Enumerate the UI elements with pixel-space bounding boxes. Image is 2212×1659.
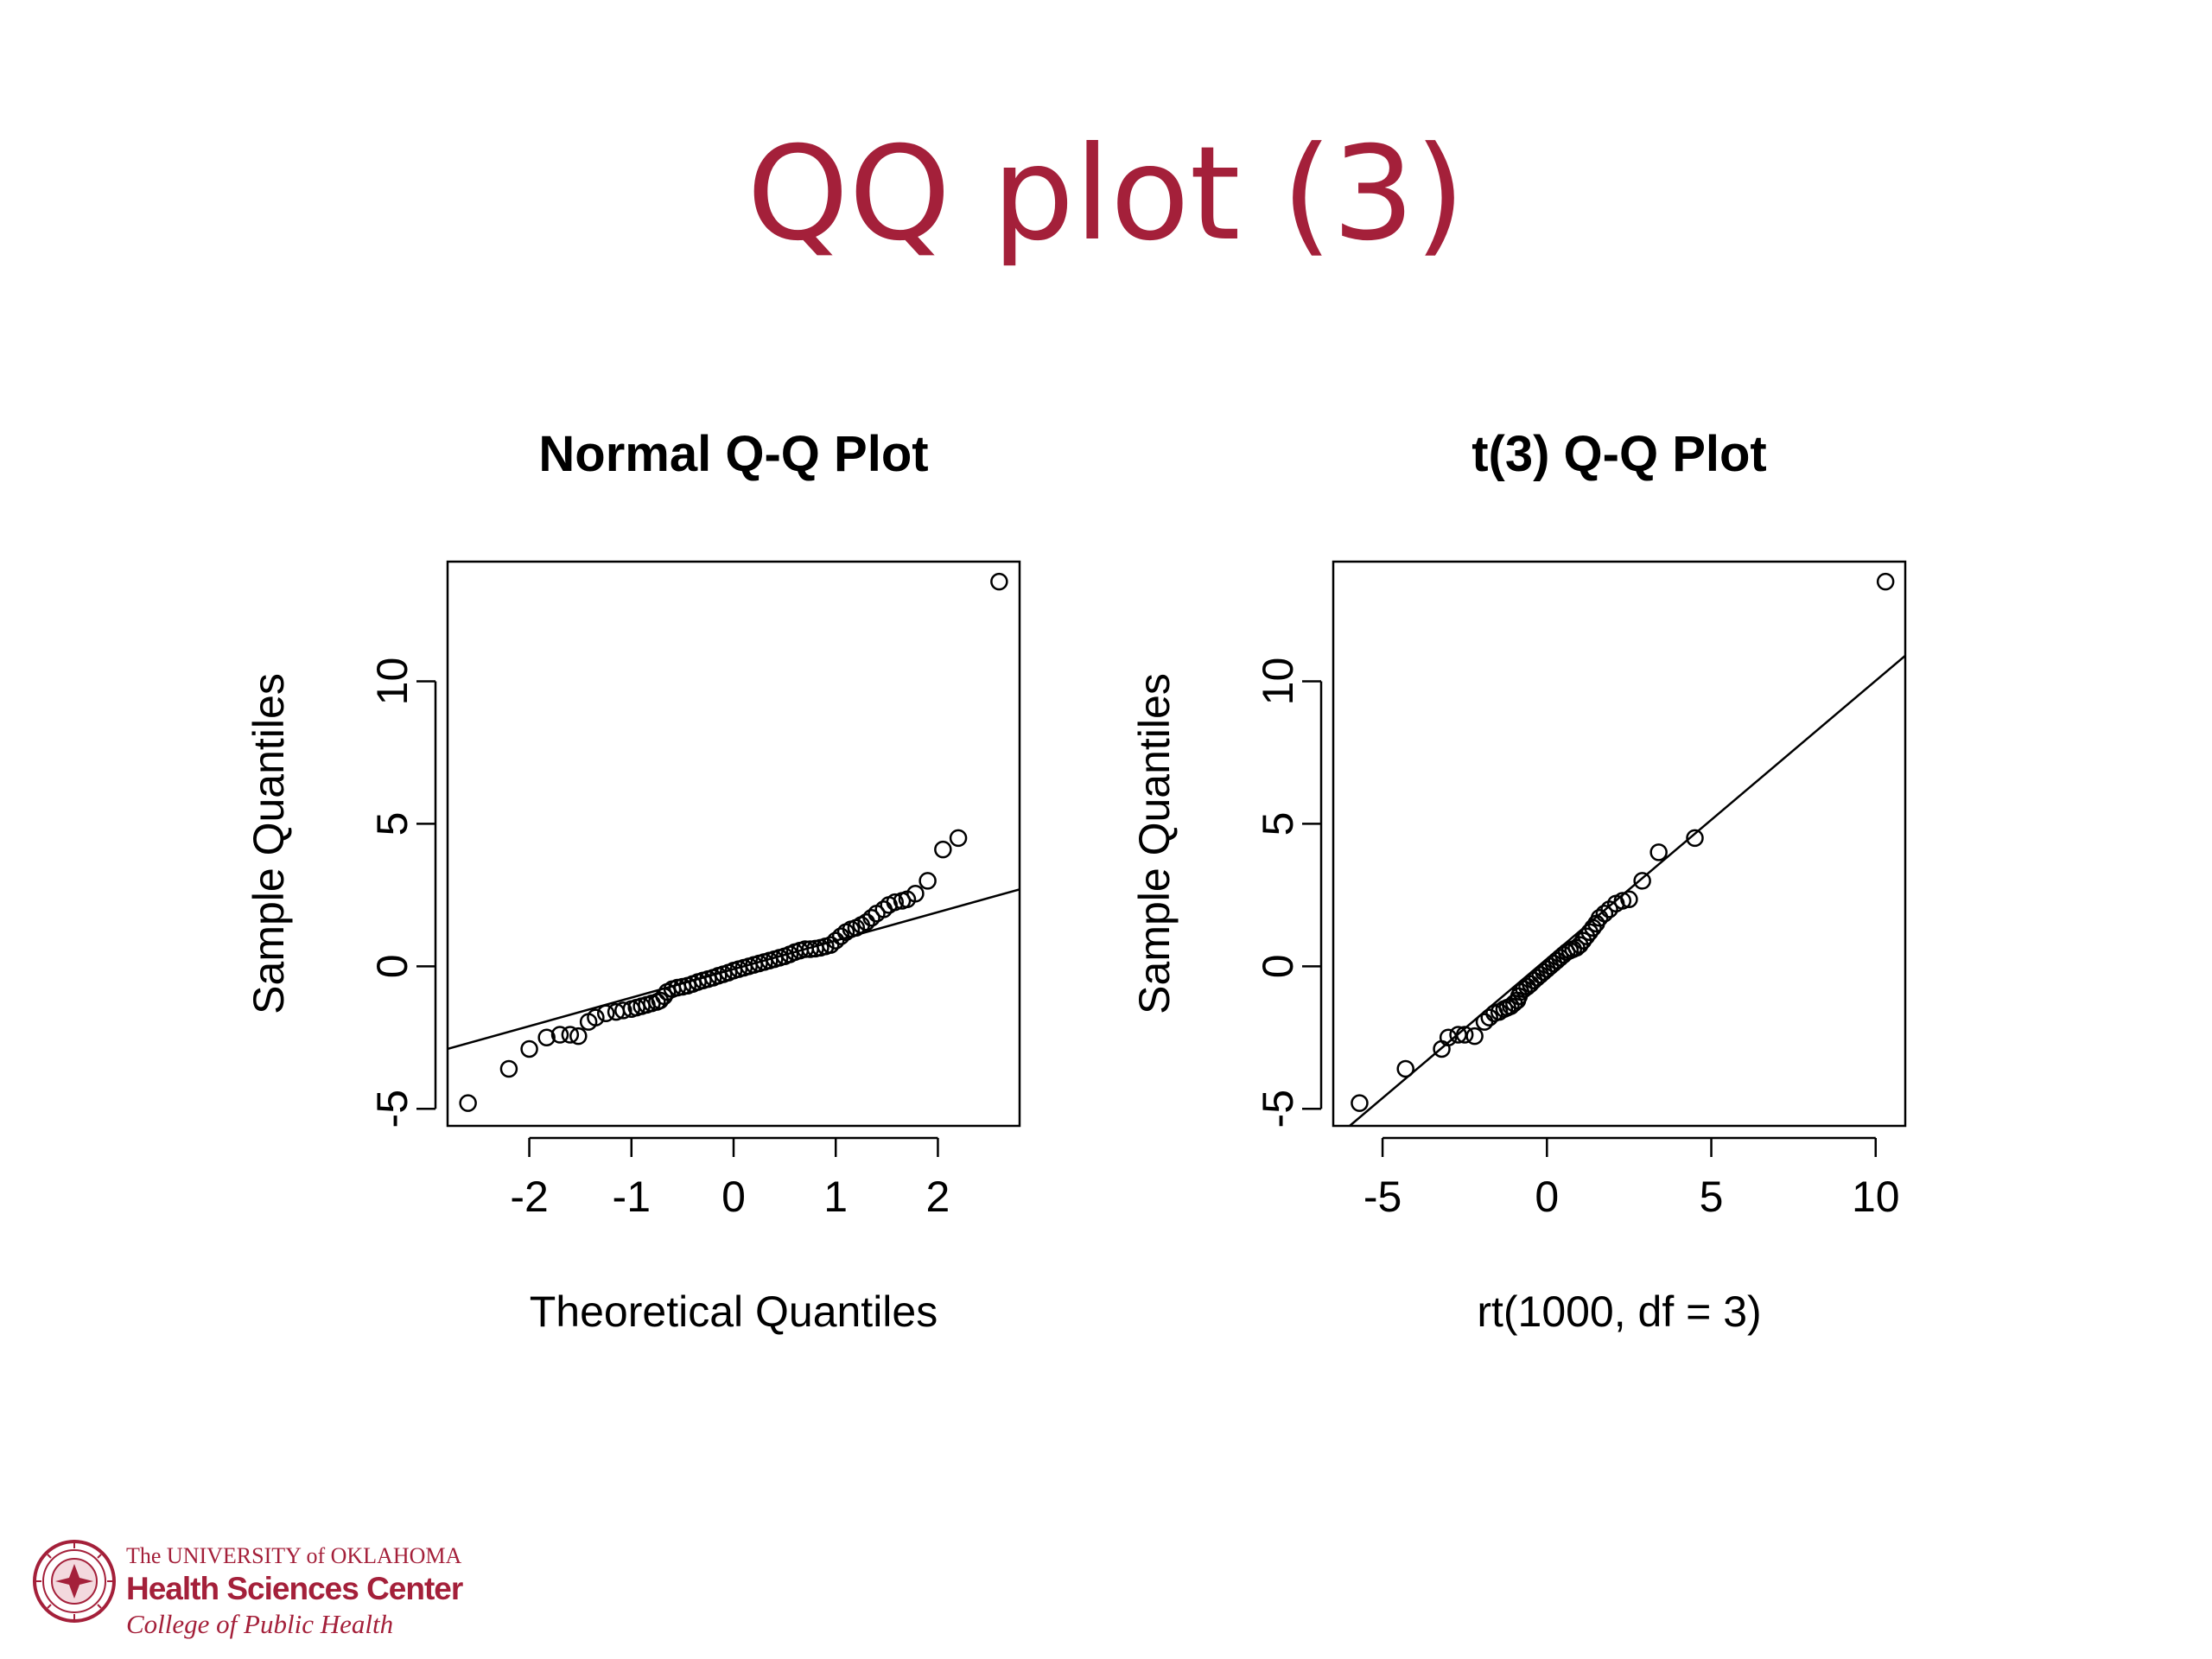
x-tick-label: -5 bbox=[1363, 1173, 1402, 1221]
data-point bbox=[596, 1004, 615, 1022]
logo-hsc-name: Health Sciences Center bbox=[126, 1571, 463, 1606]
normal-qq-plot: Normal Q-Q Plot -2 -1 0 1 2 -5 0 5 10 Theoretical … bbox=[245, 426, 1021, 1336]
data-point bbox=[520, 1039, 538, 1058]
y-tick-label: 10 bbox=[1254, 658, 1302, 706]
data-point bbox=[614, 1001, 632, 1020]
data-point bbox=[949, 829, 968, 848]
data-point bbox=[459, 1094, 477, 1112]
plot-title: t(3) Q-Q Plot bbox=[1471, 426, 1767, 482]
data-point bbox=[906, 884, 925, 903]
data-point bbox=[1876, 572, 1895, 591]
y-tick-label: -5 bbox=[1254, 1090, 1302, 1128]
x-tick-label: 5 bbox=[1700, 1173, 1724, 1221]
data-point bbox=[886, 893, 905, 912]
plot-content bbox=[1349, 572, 1905, 1126]
data-point bbox=[826, 931, 845, 950]
data-point bbox=[537, 1028, 556, 1047]
data-point bbox=[990, 572, 1008, 591]
y-tick-label: 0 bbox=[1254, 954, 1302, 978]
x-tick-label: 2 bbox=[926, 1173, 950, 1221]
university-logo: The UNIVERSITY of OKLAHOMA Health Scienc… bbox=[24, 1529, 482, 1650]
x-tick-label: -1 bbox=[613, 1173, 651, 1221]
y-tick-label: 10 bbox=[368, 658, 416, 706]
y-tick-label: 0 bbox=[368, 954, 416, 978]
x-tick-label: 0 bbox=[1535, 1173, 1559, 1221]
data-point bbox=[1439, 1028, 1458, 1047]
data-point bbox=[1633, 872, 1651, 890]
data-point bbox=[1595, 905, 1614, 923]
data-point bbox=[1620, 890, 1638, 909]
data-point bbox=[1686, 829, 1704, 848]
data-point bbox=[1649, 843, 1668, 861]
reference-line bbox=[448, 888, 1020, 1051]
data-point bbox=[1455, 1026, 1474, 1044]
t3-qq-plot: t(3) Q-Q Plot -5 0 5 10 -5 0 5 10 rt(1000, df = 3… bbox=[1130, 426, 1907, 1336]
y-tick-label: 5 bbox=[368, 812, 416, 836]
x-tick-label: -2 bbox=[510, 1173, 548, 1221]
data-point bbox=[561, 1026, 580, 1044]
data-point bbox=[1613, 892, 1632, 910]
slide-title: QQ plot (3) bbox=[747, 119, 1465, 270]
logo-college-name: College of Public Health bbox=[126, 1609, 394, 1639]
plot-frame bbox=[1332, 560, 1907, 1128]
x-tick-label: 0 bbox=[721, 1173, 746, 1221]
y-axis-label: Sample Quantiles bbox=[1130, 673, 1179, 1014]
x-axis-label: rt(1000, df = 3) bbox=[1477, 1287, 1761, 1336]
university-seal-icon bbox=[33, 1540, 116, 1623]
data-point bbox=[1396, 1059, 1414, 1078]
data-point bbox=[569, 1027, 588, 1046]
data-point bbox=[1480, 1008, 1498, 1027]
data-point bbox=[934, 840, 952, 859]
x-tick-label: 1 bbox=[823, 1173, 848, 1221]
data-point bbox=[499, 1059, 518, 1078]
logo-university-name: The UNIVERSITY of OKLAHOMA bbox=[126, 1543, 462, 1568]
data-point bbox=[1465, 1027, 1484, 1046]
plot-title: Normal Q-Q Plot bbox=[538, 426, 928, 482]
y-axis-label: Sample Quantiles bbox=[245, 673, 293, 1014]
plot-content bbox=[448, 572, 1020, 1112]
x-axis-label: Theoretical Quantiles bbox=[530, 1287, 938, 1336]
plot-frame bbox=[446, 560, 1021, 1128]
y-tick-label: 5 bbox=[1254, 812, 1302, 836]
data-point bbox=[857, 912, 875, 931]
x-tick-label: 10 bbox=[1852, 1173, 1900, 1221]
data-point bbox=[1475, 1013, 1494, 1031]
data-point bbox=[918, 872, 937, 890]
data-point bbox=[1351, 1094, 1369, 1112]
data-point bbox=[587, 1008, 605, 1027]
data-point bbox=[862, 908, 880, 927]
data-point bbox=[550, 1026, 569, 1044]
y-tick-label: -5 bbox=[368, 1090, 416, 1128]
data-point bbox=[822, 936, 840, 954]
